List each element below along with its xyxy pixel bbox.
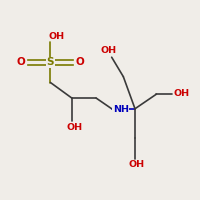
Text: OH: OH [101, 46, 117, 55]
Text: OH: OH [174, 89, 190, 98]
Text: O: O [16, 57, 25, 67]
Text: S: S [47, 57, 54, 67]
Text: OH: OH [129, 160, 145, 169]
Text: OH: OH [67, 123, 83, 132]
Text: OH: OH [48, 32, 64, 41]
Text: O: O [76, 57, 84, 67]
Text: NH: NH [113, 105, 129, 114]
